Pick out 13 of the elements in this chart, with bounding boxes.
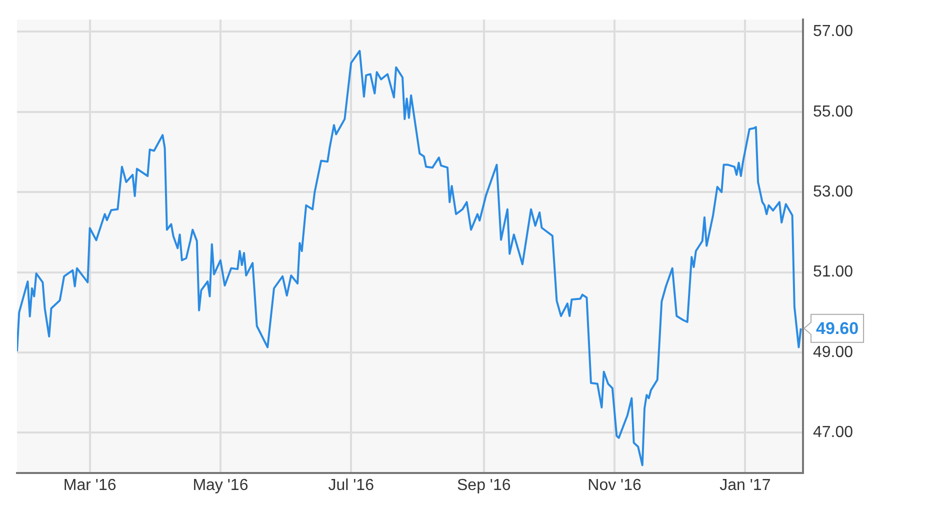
x-tick-label: Jan '17 xyxy=(720,476,771,494)
x-tick-label: May '16 xyxy=(192,476,248,494)
y-tick-label: 49.00 xyxy=(813,344,854,361)
annotation: 49.60 xyxy=(816,319,859,338)
x-tick-label: Mar '16 xyxy=(63,476,116,494)
y-tick-label: 51.00 xyxy=(813,264,854,281)
y-tick-label: 47.00 xyxy=(813,424,854,442)
x-tick-label: Nov '16 xyxy=(588,476,642,494)
y-tick-label: 53.00 xyxy=(813,183,854,200)
y-tick-label: 55.00 xyxy=(813,103,854,120)
y-tick-label: 57.00 xyxy=(813,23,854,40)
x-tick-label: Jul '16 xyxy=(328,476,374,494)
x-tick-label: Sep '16 xyxy=(457,476,511,494)
